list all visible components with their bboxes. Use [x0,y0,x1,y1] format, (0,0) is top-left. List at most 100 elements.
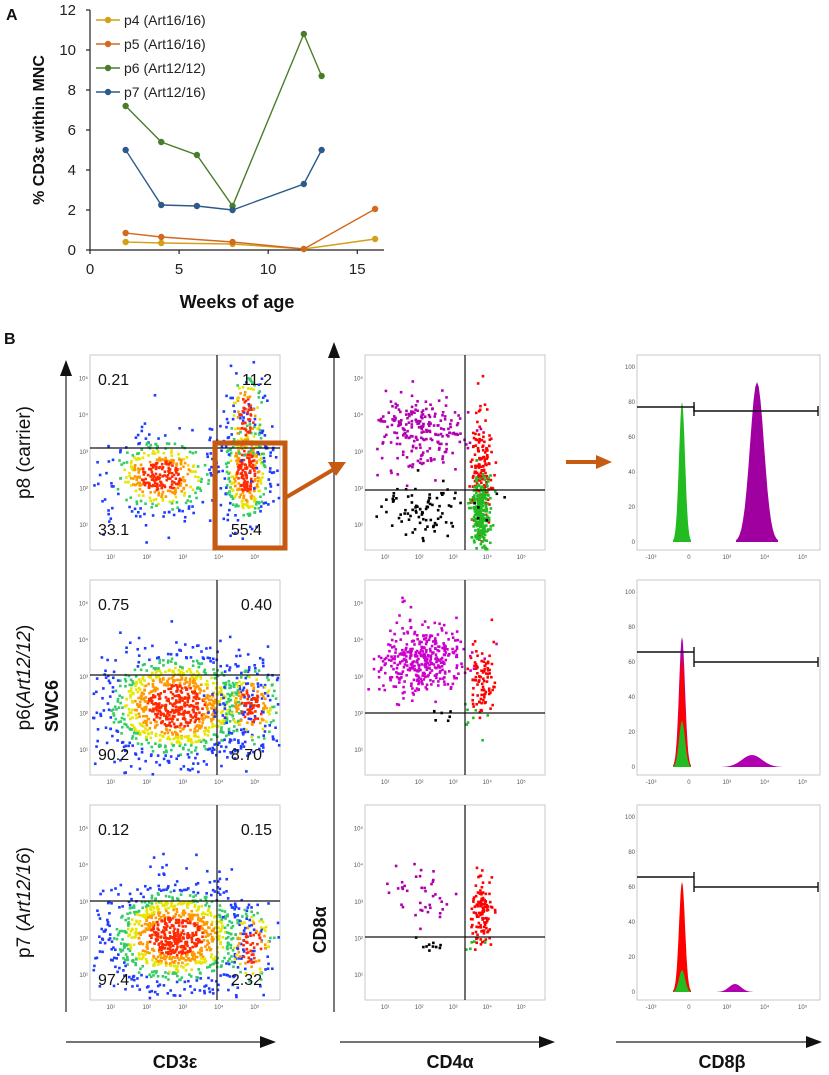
event-dot [236,518,240,522]
event-dot [266,399,269,403]
event-dot [162,658,165,662]
event-dot [178,699,182,703]
event-dot [425,668,429,672]
event-dot [164,754,168,757]
event-dot [163,947,167,950]
event-dot [231,497,235,501]
event-dot [272,500,275,503]
event-dot [266,691,269,694]
event-dot [220,764,223,768]
event-dot [474,517,477,520]
event-dot [229,946,233,950]
event-dot [231,924,235,928]
event-dot [483,533,487,537]
event-dot [172,908,175,912]
event-dot [449,710,452,713]
event-dot [478,425,482,429]
event-dot [150,701,154,705]
event-dot [273,936,276,940]
event-dot [194,712,198,715]
event-dot [478,408,482,412]
event-dot [255,455,258,458]
event-dot [175,947,179,951]
event-dot [132,904,136,907]
event-dot [476,508,480,511]
event-dot [140,747,144,751]
event-dot [387,658,391,662]
event-dot [149,675,152,679]
event-dot [434,657,437,661]
event-dot [485,480,488,484]
event-dot [154,916,158,920]
event-dot [115,957,118,960]
event-dot [178,509,181,513]
event-dot [205,869,209,873]
event-dot [109,517,113,520]
event-dot [189,949,192,952]
event-dot [251,463,255,467]
event-dot [244,503,248,506]
event-dot [157,706,160,710]
event-dot [238,387,241,390]
event-dot [145,960,149,963]
event-dot [420,510,424,514]
event-dot [173,935,176,938]
event-dot [495,492,499,496]
event-dot [210,428,214,431]
event-dot [165,478,169,482]
event-dot [187,748,190,752]
arrowhead-icon [539,1036,555,1048]
event-dot [167,906,170,910]
event-dot [198,738,201,742]
event-dot [417,688,421,691]
event-dot [404,533,408,536]
event-dot [201,718,205,722]
event-dot [218,750,222,754]
event-dot [207,941,211,945]
event-dot [225,717,229,720]
event-dot [241,742,244,746]
event-dot [392,494,395,498]
event-dot [209,659,212,663]
y-tick-label: 10⁴ [79,862,89,869]
event-dot [434,653,438,656]
event-dot [240,683,243,686]
event-dot [425,437,428,441]
event-dot [242,727,246,731]
event-dot [220,918,224,921]
event-dot [260,940,263,944]
event-dot [183,643,187,646]
event-dot [423,673,427,676]
event-dot [479,697,483,701]
event-dot [222,973,226,976]
event-dot [195,695,199,699]
event-dot [253,507,257,510]
event-dot [163,932,166,936]
y-tick-label: 10¹ [79,973,88,979]
event-dot [426,505,430,509]
event-dot [223,670,227,673]
event-dot [167,677,171,681]
event-dot [118,459,121,462]
y-tick-label: 8 [68,82,76,99]
event-dot [143,731,146,735]
event-dot [483,923,487,927]
event-dot [243,704,246,707]
event-dot [269,454,272,458]
event-dot [236,946,239,950]
event-dot [198,951,201,955]
event-dot [163,919,167,923]
event-dot [138,457,142,461]
event-dot [225,470,229,474]
event-dot [476,666,479,669]
event-dot [230,475,234,479]
event-dot [258,428,262,432]
event-dot [418,668,422,672]
event-dot [117,706,121,709]
event-dot [116,697,120,701]
event-dot [426,674,429,678]
event-dot [107,512,110,516]
event-dot [201,935,204,939]
event-dot [395,675,399,679]
